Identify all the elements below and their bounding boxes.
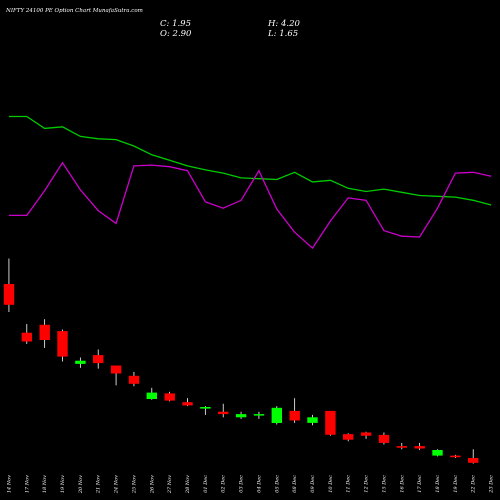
x-tick-label: 05 Dec [274, 475, 280, 493]
x-tick-label: 01 Dec [203, 475, 209, 493]
x-axis: 14 Nov 17 Nov 18 Nov 19 Nov 20 Nov 21 Nov 24 N… [6, 475, 494, 494]
x-tick-label: 27 Nov [167, 475, 173, 494]
candle [200, 406, 211, 415]
candle-body-down [414, 446, 425, 449]
x-tick-label: 11 Dec [346, 475, 352, 493]
candle-body-up [75, 360, 86, 364]
candle [128, 371, 140, 387]
candle [396, 442, 407, 450]
candle [289, 398, 300, 423]
x-tick-label: 04 Dec [256, 475, 262, 493]
x-tick-label: 14 Nov [6, 475, 12, 493]
x-tick-label: 09 Dec [310, 475, 316, 493]
candle [57, 329, 68, 362]
candle [93, 349, 104, 369]
x-tick-label: 25 Nov [131, 475, 137, 494]
plot-area [3, 115, 492, 464]
candle-body-down [21, 332, 32, 342]
x-tick-label: 17 Nov [24, 475, 30, 493]
candle [378, 432, 390, 445]
candle-body-down [39, 324, 50, 340]
candle-body-down [110, 365, 122, 374]
candle [21, 323, 32, 344]
candle [182, 398, 193, 407]
x-tick-label: 19 Nov [60, 475, 66, 493]
candle [253, 411, 265, 419]
x-tick-label: 18 Nov [42, 475, 48, 493]
candle [325, 410, 336, 436]
candle-body-down [468, 458, 479, 463]
candle [307, 414, 318, 426]
candle [146, 387, 157, 400]
x-tick-label: 18 Dec [435, 475, 441, 493]
candle [39, 319, 50, 348]
candle [360, 431, 372, 439]
ma-line-green [8, 115, 492, 206]
candle-body-down [182, 402, 193, 406]
candle [432, 449, 443, 457]
low-value: L: 1.65 [267, 29, 298, 39]
candle-body-down [289, 410, 300, 421]
candle [3, 258, 15, 312]
candle-body-up [253, 414, 265, 416]
x-tick-label: 28 Nov [185, 475, 191, 494]
candle [235, 411, 247, 419]
candle [450, 454, 461, 459]
x-tick-label: 24 Nov [114, 475, 120, 494]
candle [164, 391, 175, 402]
candle [343, 433, 354, 442]
x-tick-label: 08 Dec [292, 475, 298, 493]
candle [271, 406, 282, 425]
candle-body-up [235, 414, 247, 418]
candle-body-down [360, 432, 372, 436]
x-tick-label: 12 Dec [364, 475, 370, 493]
candle-body-down [343, 434, 354, 440]
x-tick-label: 19 Dec [453, 475, 459, 493]
x-tick-label: 15 Dec [381, 475, 387, 493]
candle-body-down [3, 284, 15, 305]
close-value: C: 1.95 [160, 19, 191, 29]
candle-body-up [200, 407, 211, 409]
x-tick-label: 16 Dec [399, 475, 405, 493]
x-tick-label: 17 Dec [417, 475, 423, 493]
x-tick-label: 21 Nov [96, 475, 102, 494]
candle [218, 403, 229, 418]
x-tick-label: 22 Dec [471, 475, 477, 494]
candle-body-down [128, 375, 140, 384]
candle [414, 442, 425, 451]
x-tick-label: 02 Dec [221, 475, 227, 493]
x-tick-label: 23 Dec [489, 475, 495, 494]
x-tick-label: 26 Nov [149, 475, 155, 494]
x-tick-label: 10 Dec [328, 475, 334, 493]
chart-title: NIFTY 24100 PE Option Chart MunafaSutra.… [5, 8, 143, 14]
open-value: O: 2.90 [160, 29, 192, 39]
candle-body-down [378, 434, 390, 443]
candle-body-down [325, 410, 336, 435]
candle-body-down [450, 455, 461, 458]
ma-line-magenta [8, 161, 492, 250]
x-tick-label: 20 Nov [78, 475, 84, 494]
candle [75, 357, 86, 368]
high-value: H: 4.20 [267, 19, 300, 29]
candle-body-up [307, 417, 318, 423]
candle-body-down [57, 331, 68, 357]
candle-body-up [271, 407, 282, 423]
candle-body-up [432, 450, 443, 456]
candle-body-up [146, 392, 157, 399]
candle [468, 449, 479, 464]
candle [110, 365, 122, 386]
candle-body-down [396, 446, 407, 448]
candle-body-down [93, 355, 104, 364]
candle-body-down [164, 393, 175, 401]
candle-body-down [218, 411, 229, 415]
x-tick-label: 03 Dec [239, 475, 245, 493]
